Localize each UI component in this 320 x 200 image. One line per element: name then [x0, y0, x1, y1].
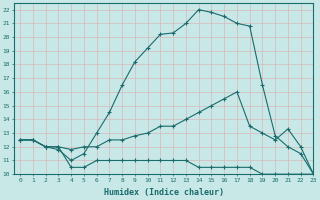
- X-axis label: Humidex (Indice chaleur): Humidex (Indice chaleur): [104, 188, 224, 197]
